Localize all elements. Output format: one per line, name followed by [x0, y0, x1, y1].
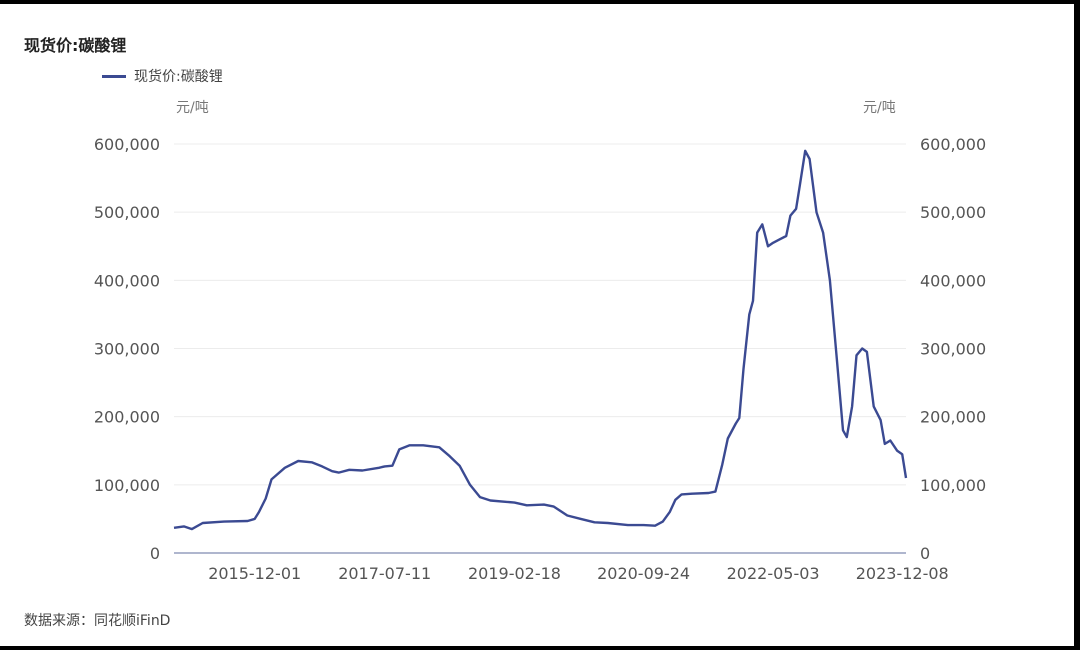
y-unit-right: 元/吨 — [863, 100, 896, 116]
y-tick-label-right: 200,000 — [920, 408, 986, 427]
y-tick-label-right: 400,000 — [920, 271, 986, 290]
chart-title: 现货价:碳酸锂 — [24, 36, 127, 55]
x-tick-label: 2022-05-03 — [727, 564, 820, 583]
line-chart: 0 100,000 200,000 300,000 400,000 500,000 600,… — [94, 100, 986, 583]
x-tick-label: 2015-12-01 — [208, 564, 301, 583]
series-line-lithium-carbonate — [173, 149, 908, 531]
legend[interactable]: 现货价:碳酸锂 — [102, 66, 223, 86]
y-tick-label-right: 100,000 — [920, 476, 986, 495]
y-tick-label-right: 300,000 — [920, 340, 986, 359]
y-tick-label-left: 400,000 — [94, 271, 160, 290]
y-tick-label-left: 100,000 — [94, 476, 160, 495]
x-tick-label: 2020-09-24 — [597, 564, 690, 583]
y-tick-label-right: 0 — [920, 544, 930, 563]
legend-label: 现货价:碳酸锂 — [134, 69, 223, 85]
y-tick-label-right: 600,000 — [920, 135, 986, 154]
y-tick-label-right: 500,000 — [920, 203, 986, 222]
y-tick-label-left: 300,000 — [94, 340, 160, 359]
y-tick-label-left: 600,000 — [94, 135, 160, 154]
y-tick-label-left: 200,000 — [94, 408, 160, 427]
legend-swatch — [102, 74, 126, 78]
y-unit-left: 元/吨 — [176, 100, 209, 116]
x-tick-label: 2017-07-11 — [338, 564, 431, 583]
x-tick-label: 2019-02-18 — [468, 564, 561, 583]
data-source-note: 数据来源：同花顺iFinD — [24, 613, 171, 629]
y-tick-label-left: 0 — [150, 544, 160, 563]
y-tick-label-left: 500,000 — [94, 203, 160, 222]
x-tick-label: 2023-12-08 — [856, 564, 949, 583]
